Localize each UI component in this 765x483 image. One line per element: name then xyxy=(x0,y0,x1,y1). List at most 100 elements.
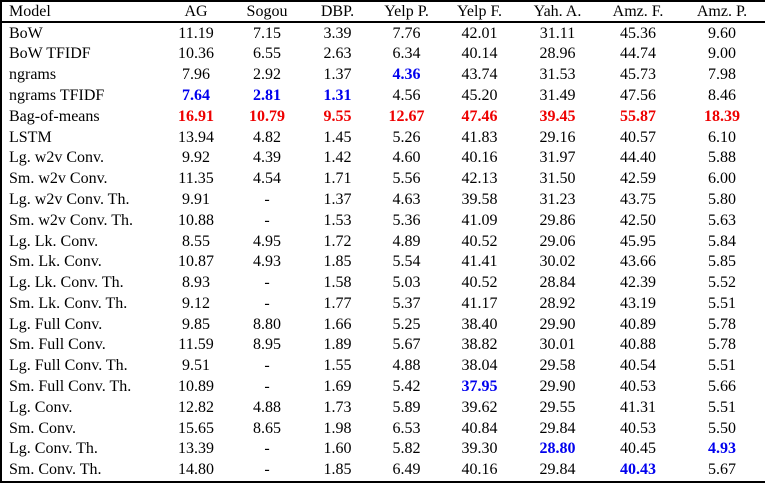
value-cell: 41.83 xyxy=(461,128,498,146)
value-cell: 15.65 xyxy=(178,419,214,437)
model-name-cell: ngrams TFIDF xyxy=(9,87,105,105)
value-cell: 6.55 xyxy=(253,45,281,63)
value-cell: 31.11 xyxy=(539,24,576,42)
value-cell: 4.56 xyxy=(392,87,421,105)
model-name-cell: Sm. w2v Conv. xyxy=(9,170,108,188)
value-cell: 5.82 xyxy=(392,440,421,458)
model-name-cell: Sm. Full Conv. Th. xyxy=(9,377,132,395)
value-cell: 1.37 xyxy=(323,66,352,84)
value-cell: 10.79 xyxy=(249,107,285,125)
value-cell: 40.43 xyxy=(620,461,656,479)
table-row: ngrams TFIDF 7.64 2.81 1.31 4.56 45.20 31.49 47… xyxy=(1,86,765,107)
value-cell: 8.65 xyxy=(253,419,281,437)
model-name-cell: Lg. Conv. xyxy=(9,398,73,416)
value-cell: - xyxy=(264,377,270,395)
value-cell: 38.04 xyxy=(461,357,498,375)
model-name-cell: Lg. Lk. Conv. xyxy=(9,232,99,250)
model-name-cell: Lg. Full Conv. Th. xyxy=(9,357,128,375)
model-name-cell: BoW xyxy=(9,24,43,42)
value-cell: 1.55 xyxy=(323,357,352,375)
value-cell: 28.80 xyxy=(539,440,576,458)
value-cell: 40.14 xyxy=(461,45,498,63)
value-cell: 40.57 xyxy=(620,128,656,146)
value-cell: 41.09 xyxy=(461,211,498,229)
table-header: Model AG Sogou DBP. Yelp P. Yelp F. Yah. A. Amz… xyxy=(1,1,765,23)
value-cell: 4.36 xyxy=(392,66,421,84)
table-row: LSTM 13.94 4.82 1.45 5.26 41.83 29.16 40.57 6.10 xyxy=(1,127,765,148)
value-cell: 5.54 xyxy=(392,253,421,271)
value-cell: 10.87 xyxy=(178,253,214,271)
value-cell: - xyxy=(264,440,270,458)
value-cell: 7.64 xyxy=(182,87,210,105)
value-cell: 31.23 xyxy=(539,190,576,208)
table-row: Lg. Lk. Conv. Th. 8.93 - 1.58 5.03 40.52 28.84… xyxy=(1,273,765,294)
model-name-cell: BoW TFIDF xyxy=(9,45,91,63)
value-cell: 1.71 xyxy=(323,170,352,188)
value-cell: 11.35 xyxy=(178,170,214,188)
value-cell: 43.66 xyxy=(620,253,656,271)
value-cell: 5.37 xyxy=(392,294,421,312)
value-cell: 1.58 xyxy=(323,274,352,292)
value-cell: 4.82 xyxy=(253,128,281,146)
value-cell: - xyxy=(264,190,270,208)
value-cell: 29.84 xyxy=(539,461,576,479)
value-cell: 39.62 xyxy=(461,398,498,416)
value-cell: 42.39 xyxy=(620,274,656,292)
value-cell: 4.93 xyxy=(708,440,736,458)
model-name-cell: Lg. w2v Conv. xyxy=(9,149,104,167)
value-cell: 6.49 xyxy=(392,461,421,479)
value-cell: 5.51 xyxy=(708,357,736,375)
value-cell: 43.74 xyxy=(461,66,498,84)
value-cell: 10.88 xyxy=(178,211,214,229)
value-cell: 1.98 xyxy=(323,419,352,437)
value-cell: 5.84 xyxy=(708,232,736,250)
value-cell: 39.30 xyxy=(461,440,498,458)
value-cell: 1.85 xyxy=(323,461,352,479)
value-cell: 11.59 xyxy=(178,336,214,354)
table-row: Sm. w2v Conv. 11.35 4.54 1.71 5.56 42.13 31.50… xyxy=(1,169,765,190)
value-cell: 4.95 xyxy=(253,232,281,250)
table-row: Sm. Lk. Conv. 10.87 4.93 1.85 5.54 41.41 30.02… xyxy=(1,252,765,273)
value-cell: 40.88 xyxy=(620,336,656,354)
value-cell: 31.97 xyxy=(539,149,576,167)
value-cell: 9.51 xyxy=(182,357,210,375)
value-cell: 41.31 xyxy=(620,398,656,416)
table-row: Sm. Lk. Conv. Th. 9.12 - 1.77 5.37 41.17 28.92… xyxy=(1,293,765,314)
model-name-cell: Sm. Lk. Conv. xyxy=(9,253,102,271)
value-cell: 29.06 xyxy=(539,232,576,250)
value-cell: 1.72 xyxy=(323,232,352,250)
value-cell: 5.56 xyxy=(392,170,421,188)
value-cell: 40.52 xyxy=(461,274,498,292)
value-cell: 5.67 xyxy=(708,461,736,479)
value-cell: 1.42 xyxy=(323,149,352,167)
table-row: Bag-of-means 16.91 10.79 9.55 12.67 47.46 39.4… xyxy=(1,106,765,127)
column-header: AG xyxy=(161,1,231,23)
value-cell: - xyxy=(264,274,270,292)
value-cell: 7.96 xyxy=(182,66,210,84)
table-row: Lg. w2v Conv. 9.92 4.39 1.42 4.60 40.16 31.97 4… xyxy=(1,148,765,169)
model-name-cell: Sm. w2v Conv. Th. xyxy=(9,211,134,229)
value-cell: 45.73 xyxy=(620,66,656,84)
value-cell: 10.89 xyxy=(178,377,214,395)
value-cell: 11.19 xyxy=(178,24,214,42)
value-cell: 38.82 xyxy=(461,336,498,354)
table-row: Sm. Full Conv. 11.59 8.95 1.89 5.67 38.82 30.0… xyxy=(1,335,765,356)
value-cell: 14.80 xyxy=(178,461,214,479)
table-row: Lg. Full Conv. 9.85 8.80 1.66 5.25 38.40 29.90… xyxy=(1,314,765,335)
model-name-cell: Sm. Conv. Th. xyxy=(9,461,102,479)
value-cell: 40.16 xyxy=(461,149,498,167)
value-cell: 5.42 xyxy=(392,377,421,395)
value-cell: 1.89 xyxy=(323,336,352,354)
value-cell: 30.02 xyxy=(539,253,576,271)
value-cell: 1.53 xyxy=(323,211,352,229)
table-row: Sm. Conv. 15.65 8.65 1.98 6.53 40.84 29.84 40.5… xyxy=(1,418,765,439)
table-row: Lg. Conv. 12.82 4.88 1.73 5.89 39.62 29.55 41.3… xyxy=(1,397,765,418)
value-cell: 28.84 xyxy=(539,274,576,292)
value-cell: 1.45 xyxy=(323,128,352,146)
value-cell: 5.36 xyxy=(392,211,421,229)
value-cell: 40.53 xyxy=(620,377,656,395)
table-row: ngrams 7.96 2.92 1.37 4.36 43.74 31.53 45.73 7.9… xyxy=(1,65,765,86)
column-header: Yelp F. xyxy=(441,1,518,23)
value-cell: 10.36 xyxy=(178,45,214,63)
value-cell: 1.85 xyxy=(323,253,352,271)
